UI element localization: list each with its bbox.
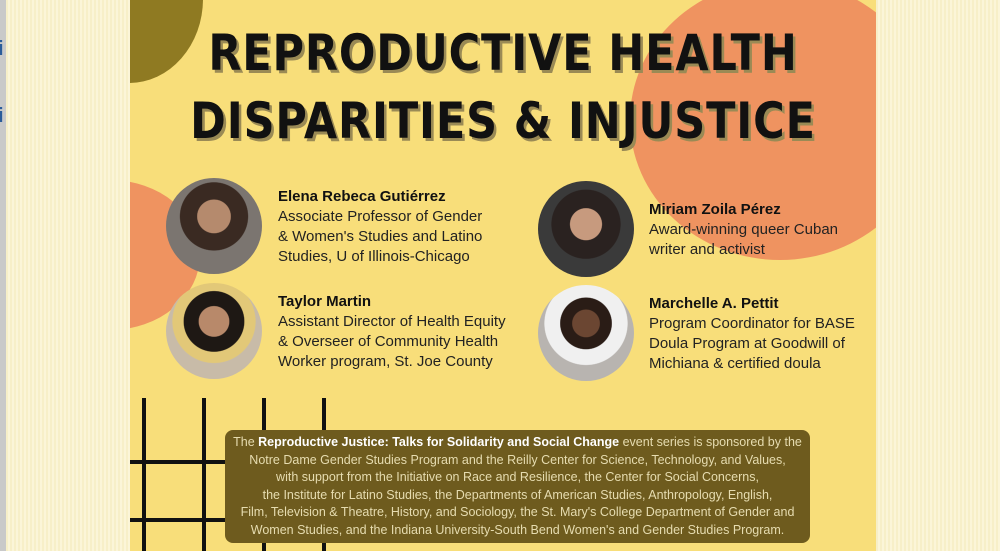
- speaker-photo: [166, 178, 262, 274]
- speaker-desc: & Women's Studies and Latino: [278, 228, 483, 245]
- speaker-desc: Assistant Director of Health Equity: [278, 313, 506, 330]
- speaker-desc: Michiana & certified doula: [649, 355, 821, 372]
- sponsor-text: Notre Dame Gender Studies Program and th…: [249, 452, 786, 467]
- speaker-desc: Associate Professor of Gender: [278, 208, 483, 225]
- info-icon[interactable]: i: [0, 38, 4, 60]
- speaker-card: Taylor Martin Assistant Director of Heal…: [278, 292, 506, 372]
- speaker-desc: Award-winning queer Cuban: [649, 221, 839, 238]
- info-icon[interactable]: i: [0, 105, 4, 127]
- speaker-card: Miriam Zoila Pérez Award-winning queer C…: [649, 200, 838, 260]
- viewer-background-right: [876, 0, 1000, 551]
- speaker-photo: [538, 285, 634, 381]
- speaker-name: Marchelle A. Pettit: [649, 295, 779, 312]
- sponsor-text: event series is sponsored by the: [619, 435, 802, 449]
- poster-title-line1: REPRODUCTIVE HEALTH: [208, 24, 798, 82]
- poster: REPRODUCTIVE HEALTH DISPARITIES & INJUST…: [130, 0, 876, 551]
- sponsor-text: The: [233, 435, 259, 449]
- grid-line-decoration: [202, 398, 206, 551]
- sponsor-text: Film, Television & Theatre, History, and…: [240, 505, 795, 519]
- speaker-desc: Doula Program at Goodwill of: [649, 335, 845, 352]
- speaker-name: Miriam Zoila Pérez: [649, 201, 781, 218]
- speaker-desc: Worker program, St. Joe County: [278, 353, 493, 370]
- left-panel-edge: [0, 0, 6, 551]
- sponsor-text: with support from the Initiative on Race…: [276, 470, 759, 484]
- speaker-name: Taylor Martin: [278, 293, 372, 310]
- speaker-name: Elena Rebeca Gutiérrez: [278, 188, 446, 205]
- speaker-desc: writer and activist: [649, 241, 765, 258]
- speaker-desc: & Overseer of Community Health: [278, 333, 499, 350]
- sponsor-text: Women Studies, and the Indiana Universit…: [250, 522, 785, 537]
- speaker-desc: Studies, U of Illinois-Chicago: [278, 248, 470, 265]
- speaker-desc: Program Coordinator for BASE: [649, 315, 855, 332]
- speaker-photo: [166, 283, 262, 379]
- series-name: Reproductive Justice: Talks for Solidari…: [258, 435, 620, 449]
- speaker-card: Marchelle A. Pettit Program Coordinator …: [649, 294, 855, 374]
- grid-line-decoration: [142, 398, 146, 551]
- speaker-photo: [538, 181, 634, 277]
- sponsor-text-box: The Reproductive Justice: Talks for Soli…: [225, 430, 810, 543]
- poster-title-line2: DISPARITIES & INJUSTICE: [190, 92, 816, 150]
- speaker-card: Elena Rebeca Gutiérrez Associate Profess…: [278, 187, 482, 267]
- sponsor-text: the Institute for Latino Studies, the De…: [262, 487, 773, 502]
- orange-circle-decoration: [630, 0, 876, 260]
- viewer-background-left: [6, 0, 130, 551]
